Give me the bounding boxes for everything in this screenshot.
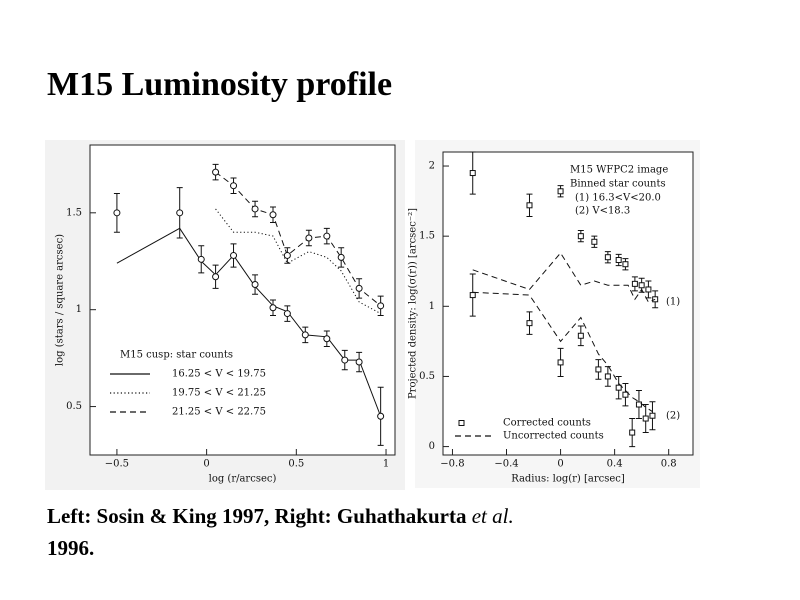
marker bbox=[113, 209, 121, 217]
marker bbox=[323, 232, 331, 240]
marker bbox=[323, 335, 331, 343]
marker bbox=[615, 384, 622, 391]
caption-text: Left: Sosin & King 1997, Right: Guhathak… bbox=[47, 504, 467, 528]
legend-label: Uncorrected counts bbox=[503, 431, 604, 442]
marker bbox=[305, 234, 313, 242]
series-line bbox=[472, 291, 653, 412]
legend-label: 16.25 < V < 19.75 bbox=[172, 369, 266, 380]
marker bbox=[176, 209, 184, 217]
marker bbox=[212, 273, 220, 281]
marker bbox=[635, 401, 642, 408]
caption: Left: Sosin & King 1997, Right: Guhathak… bbox=[47, 500, 514, 564]
marker bbox=[341, 356, 349, 364]
marker bbox=[355, 358, 363, 366]
marker bbox=[557, 188, 564, 195]
annotation: M15 WFPC2 image bbox=[570, 165, 668, 176]
x-tick-label: 0.8 bbox=[661, 459, 677, 470]
marker bbox=[595, 366, 602, 373]
marker bbox=[622, 261, 629, 268]
y-axis-label: Projected density: log(σ(r)) [arcsec⁻²] bbox=[408, 208, 419, 399]
x-tick-label: 0.4 bbox=[607, 459, 623, 470]
x-tick-label: 1 bbox=[383, 459, 389, 470]
x-tick-label: −0.5 bbox=[105, 459, 129, 470]
y-tick-label: 0 bbox=[429, 441, 435, 452]
series-line bbox=[472, 252, 656, 303]
marker bbox=[622, 391, 629, 398]
marker bbox=[649, 412, 656, 419]
marker bbox=[577, 233, 584, 240]
marker bbox=[469, 170, 476, 177]
marker bbox=[251, 205, 259, 213]
x-axis-label: Radius: log(r) [arcsec] bbox=[511, 474, 625, 485]
marker bbox=[645, 286, 652, 293]
marker bbox=[526, 202, 533, 209]
marker bbox=[604, 254, 611, 261]
x-tick-label: 0 bbox=[203, 459, 209, 470]
marker bbox=[283, 310, 291, 318]
annotation: (2) V<18.3 bbox=[575, 206, 630, 217]
marker bbox=[629, 429, 636, 436]
marker bbox=[230, 251, 238, 259]
annotation: (1) 16.3<V<20.0 bbox=[575, 193, 661, 204]
x-tick-label: 0.5 bbox=[288, 459, 304, 470]
x-tick-label: −0.4 bbox=[494, 459, 518, 470]
x-tick-label: 0 bbox=[557, 459, 563, 470]
marker bbox=[526, 320, 533, 327]
marker bbox=[377, 302, 385, 310]
marker bbox=[615, 257, 622, 264]
marker bbox=[337, 253, 345, 261]
plot-area bbox=[442, 151, 694, 456]
marker bbox=[631, 280, 638, 287]
marker bbox=[377, 412, 385, 420]
marker bbox=[638, 282, 645, 289]
y-tick-label: 1 bbox=[429, 301, 435, 312]
legend-swatch bbox=[458, 420, 465, 426]
marker bbox=[604, 373, 611, 380]
marker bbox=[269, 211, 277, 219]
marker bbox=[355, 284, 363, 292]
slide-title: M15 Luminosity profile bbox=[47, 66, 393, 103]
annotation: (1) bbox=[666, 297, 680, 308]
caption-year: 1996. bbox=[47, 536, 95, 560]
plot-area bbox=[89, 144, 396, 456]
legend-title: M15 cusp: star counts bbox=[120, 350, 233, 361]
x-axis-label: log (r/arcsec) bbox=[209, 474, 277, 485]
series-line bbox=[215, 208, 381, 315]
x-tick-label: −0.8 bbox=[440, 459, 464, 470]
caption-emph: et al. bbox=[471, 504, 514, 528]
y-tick-label: 1 bbox=[76, 304, 82, 315]
y-tick-label: 1.5 bbox=[419, 231, 435, 242]
marker bbox=[557, 359, 564, 366]
marker bbox=[197, 255, 205, 263]
marker bbox=[283, 251, 291, 259]
marker bbox=[642, 415, 649, 422]
marker bbox=[251, 281, 259, 288]
legend-label: Corrected counts bbox=[503, 418, 591, 429]
marker bbox=[469, 292, 476, 299]
annotation: Binned star counts bbox=[570, 179, 666, 190]
marker bbox=[230, 182, 238, 190]
y-axis-label: log (stars / square arcsec) bbox=[55, 234, 66, 366]
series-line bbox=[215, 171, 381, 307]
marker bbox=[301, 331, 309, 339]
y-tick-label: 2 bbox=[429, 161, 435, 172]
y-tick-label: 1.5 bbox=[66, 207, 82, 218]
marker bbox=[269, 304, 277, 312]
legend-label: 21.25 < V < 22.75 bbox=[172, 407, 266, 418]
marker bbox=[591, 238, 598, 245]
y-tick-label: 0.5 bbox=[419, 371, 435, 382]
annotation: (2) bbox=[666, 411, 680, 422]
marker bbox=[577, 332, 584, 339]
marker bbox=[212, 168, 220, 176]
legend-label: 19.75 < V < 21.25 bbox=[172, 388, 266, 399]
y-tick-label: 0.5 bbox=[66, 401, 82, 412]
